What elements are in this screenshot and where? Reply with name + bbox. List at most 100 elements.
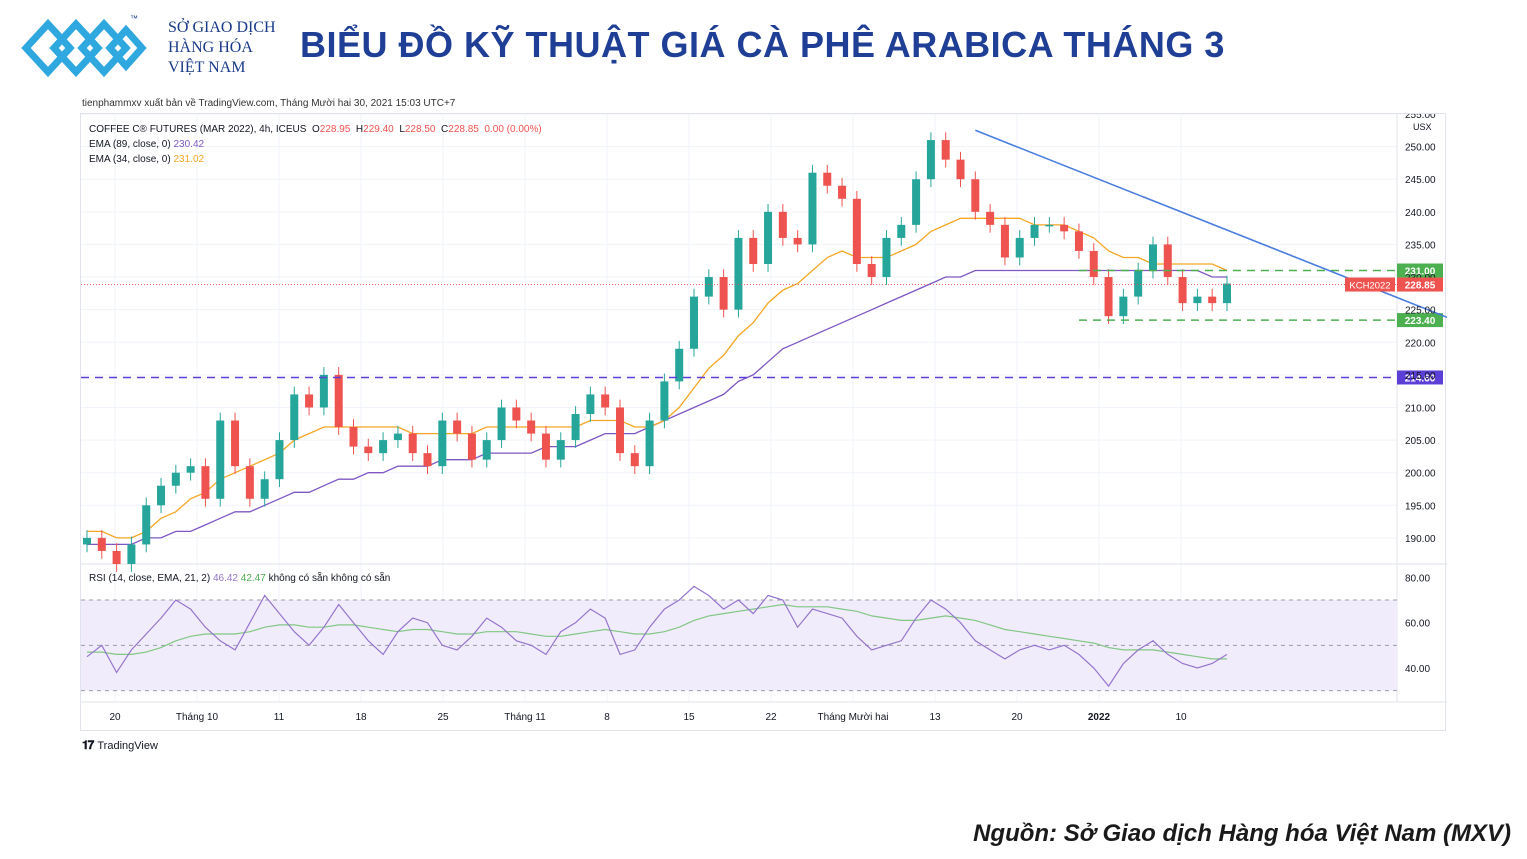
- time-axis-label: Tháng 11: [504, 712, 546, 723]
- time-axis-label: 18: [355, 712, 367, 723]
- price-axis-label: 215.00: [1405, 371, 1436, 382]
- candle-body: [1148, 244, 1157, 271]
- candle-body: [704, 277, 713, 297]
- candle-body: [734, 237, 743, 310]
- rsi-ma-line: [87, 603, 1227, 660]
- price-chart[interactable]: 231.00 223.40 214.60 190.00 195.00 200.00 205.…: [81, 114, 1447, 732]
- price-axis-label: 200.00: [1405, 469, 1436, 480]
- level-price-label: 214.60: [1405, 373, 1436, 384]
- candle-body: [186, 466, 195, 473]
- candle-body: [408, 433, 417, 454]
- time-axis-label: Tháng Mười hai: [817, 712, 888, 723]
- candle-body: [897, 224, 906, 238]
- candle-body: [245, 466, 254, 499]
- candle-body: [482, 440, 491, 460]
- legend-symbol-line: COFFEE C® FUTURES (MAR 2022), 4h, ICEUS …: [89, 124, 542, 135]
- candle-body: [260, 479, 269, 499]
- candle-body: [586, 394, 595, 414]
- legend-rsi-na-1: không có sẵn: [268, 573, 329, 584]
- brand-line-1: SỞ GIAO DỊCH: [168, 19, 276, 36]
- candle-body: [793, 237, 802, 245]
- legend-rsi-label: RSI (14, close, EMA, 21, 2): [89, 573, 211, 584]
- candle-body: [1060, 224, 1069, 232]
- candle-body: [615, 407, 624, 454]
- time-axis-label: 25: [437, 712, 449, 723]
- candle-body: [1015, 237, 1024, 258]
- candle-body: [941, 140, 950, 160]
- candle-body: [527, 420, 536, 434]
- brand-logo-mark-icon: [21, 18, 147, 78]
- time-axis-label: 20: [1011, 712, 1023, 723]
- legend-l-value: 228.50: [404, 124, 436, 135]
- legend-symbol: COFFEE C® FUTURES (MAR 2022), 4h, ICEUS: [89, 124, 307, 135]
- candle-body: [571, 414, 580, 441]
- candle-body: [823, 172, 832, 186]
- candle-body: [1045, 224, 1054, 227]
- candle-body: [83, 537, 91, 545]
- candle-body: [305, 394, 314, 408]
- price-axis-label: 210.00: [1405, 403, 1436, 414]
- candle-body: [1030, 224, 1039, 238]
- time-axis-label: 10: [1175, 712, 1187, 723]
- level-price-tag: [1397, 263, 1443, 278]
- candle-body: [645, 420, 654, 467]
- candle-body: [1163, 244, 1172, 278]
- legend-ema89-line: EMA (89, close, 0) 230.42: [89, 139, 204, 150]
- price-axis-label: 205.00: [1405, 436, 1436, 447]
- candle-body: [171, 472, 180, 486]
- candle-body: [926, 140, 935, 180]
- candle-body: [1134, 270, 1143, 297]
- price-axis-label: 220.00: [1405, 338, 1436, 349]
- price-axis-label: 240.00: [1405, 208, 1436, 219]
- candle-body: [393, 433, 402, 441]
- candle-body: [1000, 224, 1009, 258]
- time-axis-label: 8: [604, 712, 610, 723]
- level-price-tag: [1397, 370, 1443, 385]
- brand-trademark: ™: [130, 14, 138, 23]
- tradingview-attribution[interactable]: 𝟏𝟕 TradingView: [82, 738, 158, 753]
- source-note: Nguồn: Sở Giao dịch Hàng hóa Việt Nam (M…: [973, 820, 1511, 847]
- legend-ema34-line: EMA (34, close, 0) 231.02: [89, 154, 204, 165]
- level-price-label: 231.00: [1405, 267, 1436, 278]
- candle-body: [142, 505, 151, 545]
- legend-ema89-value: 230.42: [173, 139, 205, 150]
- candle-body: [808, 172, 817, 245]
- tradingview-label: TradingView: [97, 739, 158, 752]
- rsi-axis-label: 60.00: [1405, 619, 1430, 630]
- level-price-tag: [1397, 313, 1443, 328]
- last-price-symbol: KCH2022: [1349, 281, 1390, 292]
- publisher-note: tienphammxv xuất bản về TradingView.com,…: [82, 98, 456, 109]
- candle-body: [379, 440, 388, 454]
- time-axis-label: 11: [274, 712, 285, 723]
- candle-body: [852, 198, 861, 264]
- time-axis-label: 15: [683, 712, 695, 723]
- legend-rsi-line: RSI (14, close, EMA, 21, 2) 46.42 42.47 …: [89, 573, 390, 584]
- legend-c-value: 228.85: [448, 124, 479, 135]
- candle-body: [112, 550, 121, 564]
- brand-name: SỞ GIAO DỊCH HÀNG HÓA VIỆT NAM: [168, 18, 276, 78]
- legend-l-label: L: [399, 124, 405, 135]
- candle-body: [882, 237, 891, 278]
- candle-body: [453, 420, 462, 434]
- legend-ema89-label: EMA (89, close, 0): [89, 139, 171, 150]
- candle-body: [334, 374, 343, 428]
- legend-rsi-ma-value: 42.47: [240, 573, 266, 584]
- candle-body: [719, 277, 728, 310]
- downtrend-line: [975, 129, 1447, 319]
- time-axis-label: 22: [765, 712, 777, 723]
- currency-label: USX: [1413, 122, 1432, 132]
- price-axis-label: 190.00: [1405, 534, 1436, 545]
- tradingview-logo-icon: 𝟏𝟕: [82, 738, 94, 752]
- price-axis-label: 235.00: [1405, 240, 1436, 251]
- candle-body: [290, 394, 299, 441]
- brand-line-3: VIỆT NAM: [168, 59, 246, 76]
- candle-body: [319, 374, 328, 408]
- time-axis-label: 13: [929, 712, 941, 723]
- price-axis-label: 225.00: [1405, 306, 1436, 317]
- time-axis-label: 2022: [1088, 712, 1111, 723]
- page-title: BIỂU ĐỒ KỸ THUẬT GIÁ CÀ PHÊ ARABICA THÁN…: [300, 24, 1225, 65]
- candle-body: [675, 348, 684, 382]
- legend-o-value: 228.95: [319, 124, 351, 135]
- candle-body: [216, 420, 225, 499]
- candle-body: [971, 179, 980, 212]
